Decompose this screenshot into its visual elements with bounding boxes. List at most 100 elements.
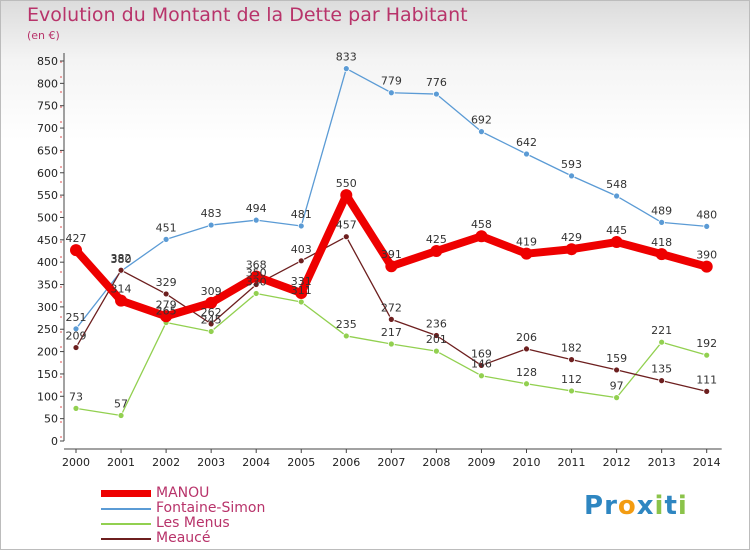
data-label-meauce: 206 bbox=[516, 331, 537, 344]
data-point-fontaine-simon bbox=[297, 222, 305, 230]
data-point-les-menus bbox=[207, 328, 215, 335]
y-tick-label: 150 bbox=[37, 368, 58, 381]
x-tick-label: 2014 bbox=[693, 456, 721, 469]
data-point-meauce bbox=[162, 290, 170, 298]
data-label-manou: 419 bbox=[516, 236, 537, 249]
data-label-fontaine-simon: 593 bbox=[561, 158, 582, 171]
x-tick-label: 2005 bbox=[287, 456, 315, 469]
data-label-meauce: 209 bbox=[66, 330, 87, 343]
data-point-manou bbox=[700, 260, 713, 273]
data-point-meauce bbox=[613, 366, 620, 374]
data-point-meauce bbox=[207, 320, 215, 328]
data-label-meauce: 403 bbox=[291, 243, 312, 256]
data-label-manou: 390 bbox=[696, 249, 717, 262]
data-point-fontaine-simon bbox=[568, 172, 575, 180]
data-point-fontaine-simon bbox=[342, 65, 350, 72]
data-point-les-menus bbox=[387, 340, 395, 348]
data-label-manou: 458 bbox=[471, 218, 492, 231]
data-label-manou: 314 bbox=[111, 283, 132, 296]
data-label-les-menus: 201 bbox=[426, 333, 447, 346]
data-point-les-menus bbox=[72, 404, 80, 412]
data-label-meauce: 182 bbox=[561, 342, 582, 355]
data-label-les-menus: 57 bbox=[114, 398, 128, 411]
data-label-meauce: 350 bbox=[246, 267, 267, 280]
data-point-fontaine-simon bbox=[72, 325, 80, 333]
data-label-les-menus: 97 bbox=[610, 380, 624, 393]
data-label-meauce: 159 bbox=[606, 352, 627, 365]
x-tick-label: 2001 bbox=[107, 456, 135, 469]
data-point-meauce bbox=[432, 332, 440, 339]
data-label-fontaine-simon: 451 bbox=[156, 221, 177, 234]
chart-unit-label: (en €) bbox=[27, 29, 60, 42]
data-label-manou: 445 bbox=[606, 224, 627, 237]
logo-letter: t bbox=[664, 491, 678, 521]
data-point-les-menus bbox=[658, 338, 666, 346]
data-point-manou bbox=[340, 189, 353, 202]
data-label-fontaine-simon: 776 bbox=[426, 76, 447, 89]
data-point-meauce bbox=[703, 387, 711, 395]
data-point-les-menus bbox=[297, 298, 305, 306]
data-point-manou bbox=[160, 310, 173, 323]
y-tick-label: 400 bbox=[37, 256, 58, 269]
data-point-manou bbox=[610, 236, 623, 249]
data-label-manou: 368 bbox=[246, 258, 267, 271]
y-tick-label: 850 bbox=[37, 55, 58, 68]
data-point-fontaine-simon bbox=[478, 128, 485, 136]
data-label-fontaine-simon: 380 bbox=[111, 253, 132, 266]
legend-swatch-meauce bbox=[101, 538, 151, 540]
y-tick-label: 200 bbox=[37, 346, 58, 359]
data-label-fontaine-simon: 481 bbox=[291, 208, 312, 221]
data-label-les-menus: 330 bbox=[246, 275, 267, 288]
y-tick-label: 750 bbox=[37, 100, 58, 113]
data-point-meauce bbox=[568, 356, 575, 364]
logo-letter: P bbox=[584, 491, 605, 521]
x-tick-label: 2004 bbox=[242, 456, 270, 469]
data-label-meauce: 457 bbox=[336, 219, 357, 232]
y-tick-label: 450 bbox=[37, 234, 58, 247]
series-line-fontaine-simon bbox=[75, 67, 708, 330]
data-label-fontaine-simon: 494 bbox=[246, 202, 267, 215]
data-point-meauce bbox=[117, 266, 125, 274]
data-point-fontaine-simon bbox=[252, 216, 260, 224]
data-point-fontaine-simon bbox=[207, 221, 215, 229]
x-tick-label: 2000 bbox=[62, 456, 90, 469]
legend-label-les-menus: Les Menus bbox=[156, 515, 230, 531]
data-label-fontaine-simon: 489 bbox=[651, 204, 672, 217]
data-point-meauce bbox=[478, 362, 485, 369]
data-point-manou bbox=[565, 243, 578, 256]
data-label-manou: 427 bbox=[66, 232, 87, 245]
data-point-fontaine-simon bbox=[613, 192, 620, 200]
data-label-les-menus: 128 bbox=[516, 366, 537, 379]
proxiti-logo: Proxiti bbox=[584, 491, 688, 521]
data-point-les-menus bbox=[523, 380, 530, 388]
data-label-les-menus: 73 bbox=[69, 390, 83, 403]
y-tick-label: 300 bbox=[37, 301, 58, 314]
y-tick-label: 500 bbox=[37, 211, 58, 224]
data-label-manou: 279 bbox=[156, 298, 177, 311]
y-tick-label: 700 bbox=[37, 122, 58, 135]
data-label-les-menus: 146 bbox=[471, 358, 492, 371]
legend-swatch-manou bbox=[101, 490, 151, 497]
data-label-les-menus: 235 bbox=[336, 318, 357, 331]
x-tick-label: 2002 bbox=[152, 456, 180, 469]
y-tick-label: 0 bbox=[51, 435, 58, 448]
data-label-les-menus: 217 bbox=[381, 326, 402, 339]
data-point-les-menus bbox=[432, 347, 440, 355]
data-label-meauce: 382 bbox=[111, 252, 132, 265]
data-point-meauce bbox=[523, 345, 530, 353]
data-label-meauce: 329 bbox=[156, 276, 177, 289]
data-labels: 427 314 279 309 368 331 550 391 425 458 419 429 445 4… bbox=[66, 51, 718, 411]
data-label-manou: 331 bbox=[291, 275, 312, 288]
data-label-meauce: 272 bbox=[381, 301, 402, 314]
logo-letter: i bbox=[677, 491, 688, 521]
data-point-fontaine-simon bbox=[523, 150, 530, 158]
legend-swatch-les-menus bbox=[101, 523, 151, 525]
y-tick-label: 800 bbox=[37, 77, 58, 90]
data-label-meauce: 262 bbox=[201, 306, 222, 319]
data-label-manou: 309 bbox=[201, 285, 222, 298]
x-tick-label: 2012 bbox=[603, 456, 631, 469]
chart-title: Evolution du Montant de la Dette par Hab… bbox=[27, 4, 468, 26]
x-tick-label: 2003 bbox=[197, 456, 225, 469]
data-point-meauce bbox=[342, 233, 350, 241]
